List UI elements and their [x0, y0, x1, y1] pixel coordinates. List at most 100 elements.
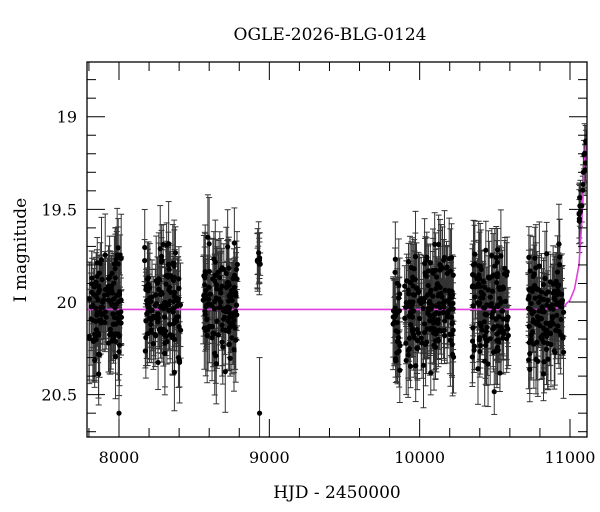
data-point — [476, 272, 482, 278]
data-point — [210, 330, 216, 336]
chart-title: OGLE-2026-BLG-0124 — [234, 25, 427, 45]
data-point — [431, 317, 438, 323]
data-point — [143, 283, 149, 290]
data-point — [166, 301, 172, 308]
data-point — [395, 335, 402, 341]
data-point — [532, 255, 538, 261]
data-point — [212, 298, 218, 305]
data-point — [202, 275, 208, 281]
data-point — [476, 263, 482, 269]
data-point — [166, 241, 172, 247]
data-point — [226, 341, 232, 347]
data-point — [229, 297, 235, 304]
data-point — [528, 300, 534, 307]
data-point — [556, 262, 563, 268]
data-point — [485, 287, 491, 293]
data-point — [156, 286, 162, 292]
data-point — [484, 324, 490, 330]
data-point — [168, 289, 174, 295]
data-point — [225, 318, 231, 324]
data-point — [478, 295, 484, 301]
data-point — [489, 252, 495, 259]
data-point — [478, 289, 484, 295]
data-point — [207, 323, 213, 329]
data-point — [539, 337, 545, 343]
data-point — [154, 280, 161, 286]
data-point — [223, 270, 229, 277]
data-point — [428, 325, 434, 332]
data-point — [201, 292, 207, 299]
data-point — [171, 336, 178, 343]
data-point — [231, 347, 237, 353]
data-point — [142, 348, 148, 354]
data-point — [437, 304, 443, 311]
data-point — [406, 291, 412, 297]
data-point — [556, 328, 562, 335]
data-point — [92, 331, 98, 337]
data-point — [116, 342, 123, 348]
data-point — [435, 320, 441, 327]
data-point — [410, 299, 416, 305]
data-point — [498, 324, 504, 330]
data-point — [528, 332, 534, 338]
data-point — [202, 268, 208, 275]
data-point — [204, 332, 210, 339]
data-point — [227, 291, 233, 298]
data-point — [221, 266, 227, 272]
data-point — [166, 266, 172, 272]
data-point — [489, 288, 496, 294]
data-point — [545, 356, 551, 362]
data-point — [498, 253, 504, 259]
data-point — [414, 285, 420, 291]
data-point — [161, 299, 168, 306]
data-point — [411, 292, 418, 298]
data-point — [496, 314, 502, 320]
data-point — [487, 336, 493, 342]
data-point — [472, 251, 478, 257]
data-point — [505, 314, 511, 320]
data-point — [478, 266, 484, 273]
data-point — [393, 328, 399, 334]
data-point — [405, 287, 411, 293]
data-point — [212, 259, 218, 265]
data-point — [445, 314, 451, 320]
data-point — [102, 286, 109, 293]
data-point — [535, 358, 541, 364]
data-point — [112, 353, 119, 360]
data-point — [145, 288, 151, 294]
data-point — [227, 311, 233, 317]
data-point — [557, 254, 563, 260]
data-point — [233, 302, 240, 308]
data-point — [403, 357, 409, 364]
data-point — [206, 268, 212, 275]
data-point — [222, 369, 228, 375]
data-point — [530, 317, 536, 323]
data-point — [576, 218, 582, 224]
data-point — [158, 259, 165, 265]
data-point — [554, 312, 560, 318]
data-point — [172, 289, 178, 295]
data-point — [577, 194, 583, 201]
data-point — [156, 327, 163, 333]
data-point — [397, 367, 403, 373]
data-point — [225, 244, 231, 250]
plot-area — [87, 123, 587, 437]
data-point — [213, 353, 219, 359]
data-point — [93, 327, 99, 333]
data-point — [537, 323, 543, 329]
data-point — [538, 289, 545, 295]
data-point — [528, 336, 534, 343]
data-point — [441, 318, 448, 324]
data-point — [539, 308, 545, 315]
data-point — [469, 354, 475, 360]
data-point — [161, 305, 167, 311]
data-point — [107, 274, 113, 280]
data-point — [494, 271, 501, 277]
data-point — [482, 333, 488, 339]
data-point — [165, 272, 171, 278]
data-point — [226, 265, 232, 271]
data-point — [439, 294, 445, 300]
data-point — [97, 308, 103, 315]
data-point — [256, 250, 262, 256]
data-point — [112, 266, 118, 272]
